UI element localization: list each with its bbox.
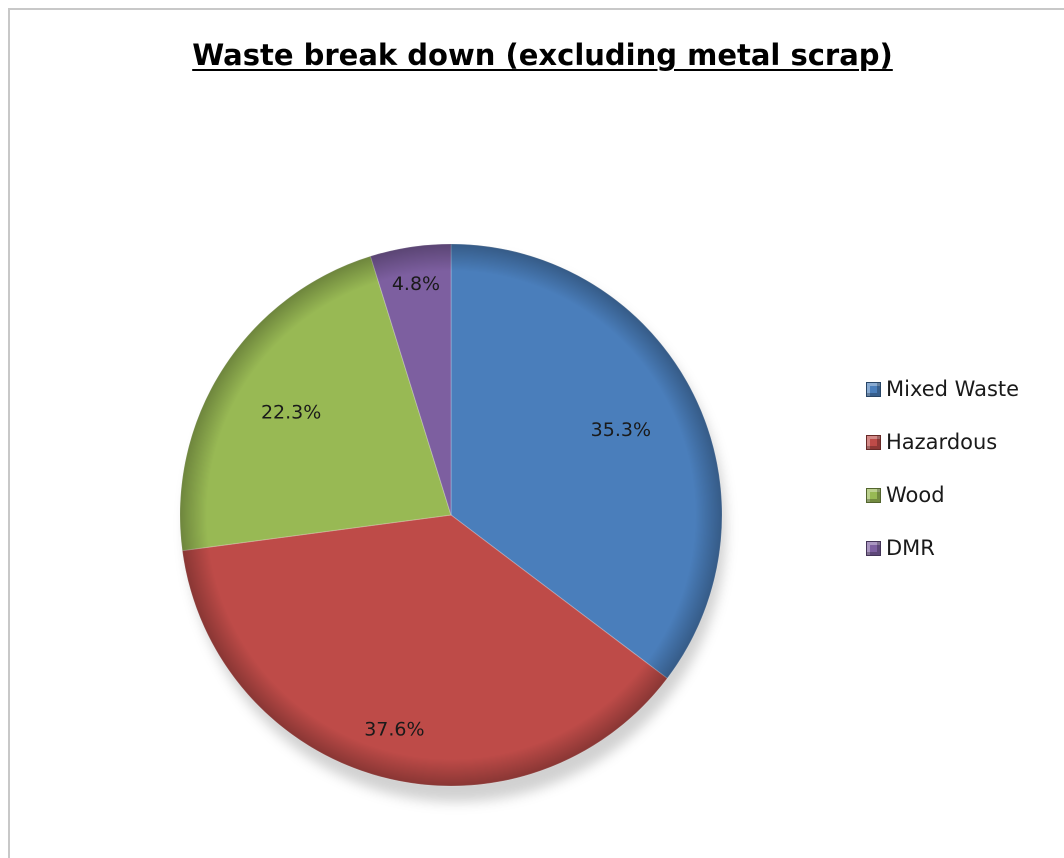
data-label-dmr: 4.8% [392,273,440,295]
legend-item-hazardous: Hazardous [866,429,1019,455]
data-label-hazardous: 37.6% [364,718,424,740]
pie-data-labels: 35.3% 37.6% 22.3% 4.8% [261,273,651,740]
legend-item-wood: Wood [866,482,1019,508]
legend-swatch-hazardous [866,434,881,450]
pie-rim-shading [180,244,722,786]
data-label-wood: 22.3% [261,401,321,423]
legend-label-dmr: DMR [886,536,935,560]
legend-label-hazardous: Hazardous [886,430,998,454]
legend-item-mixed-waste: Mixed Waste [866,376,1019,402]
legend-swatch-mixed-waste [866,381,881,397]
legend-label-mixed-waste: Mixed Waste [886,377,1020,401]
legend-swatch-wood [866,487,881,503]
legend-swatch-dmr [866,540,881,556]
data-label-mixed-waste: 35.3% [591,419,651,441]
legend: Mixed Waste Hazardous Wood DMR [866,376,1019,588]
chart-title: Waste break down (excluding metal scrap) [192,38,893,72]
legend-label-wood: Wood [886,483,945,507]
legend-item-dmr: DMR [866,535,1019,561]
